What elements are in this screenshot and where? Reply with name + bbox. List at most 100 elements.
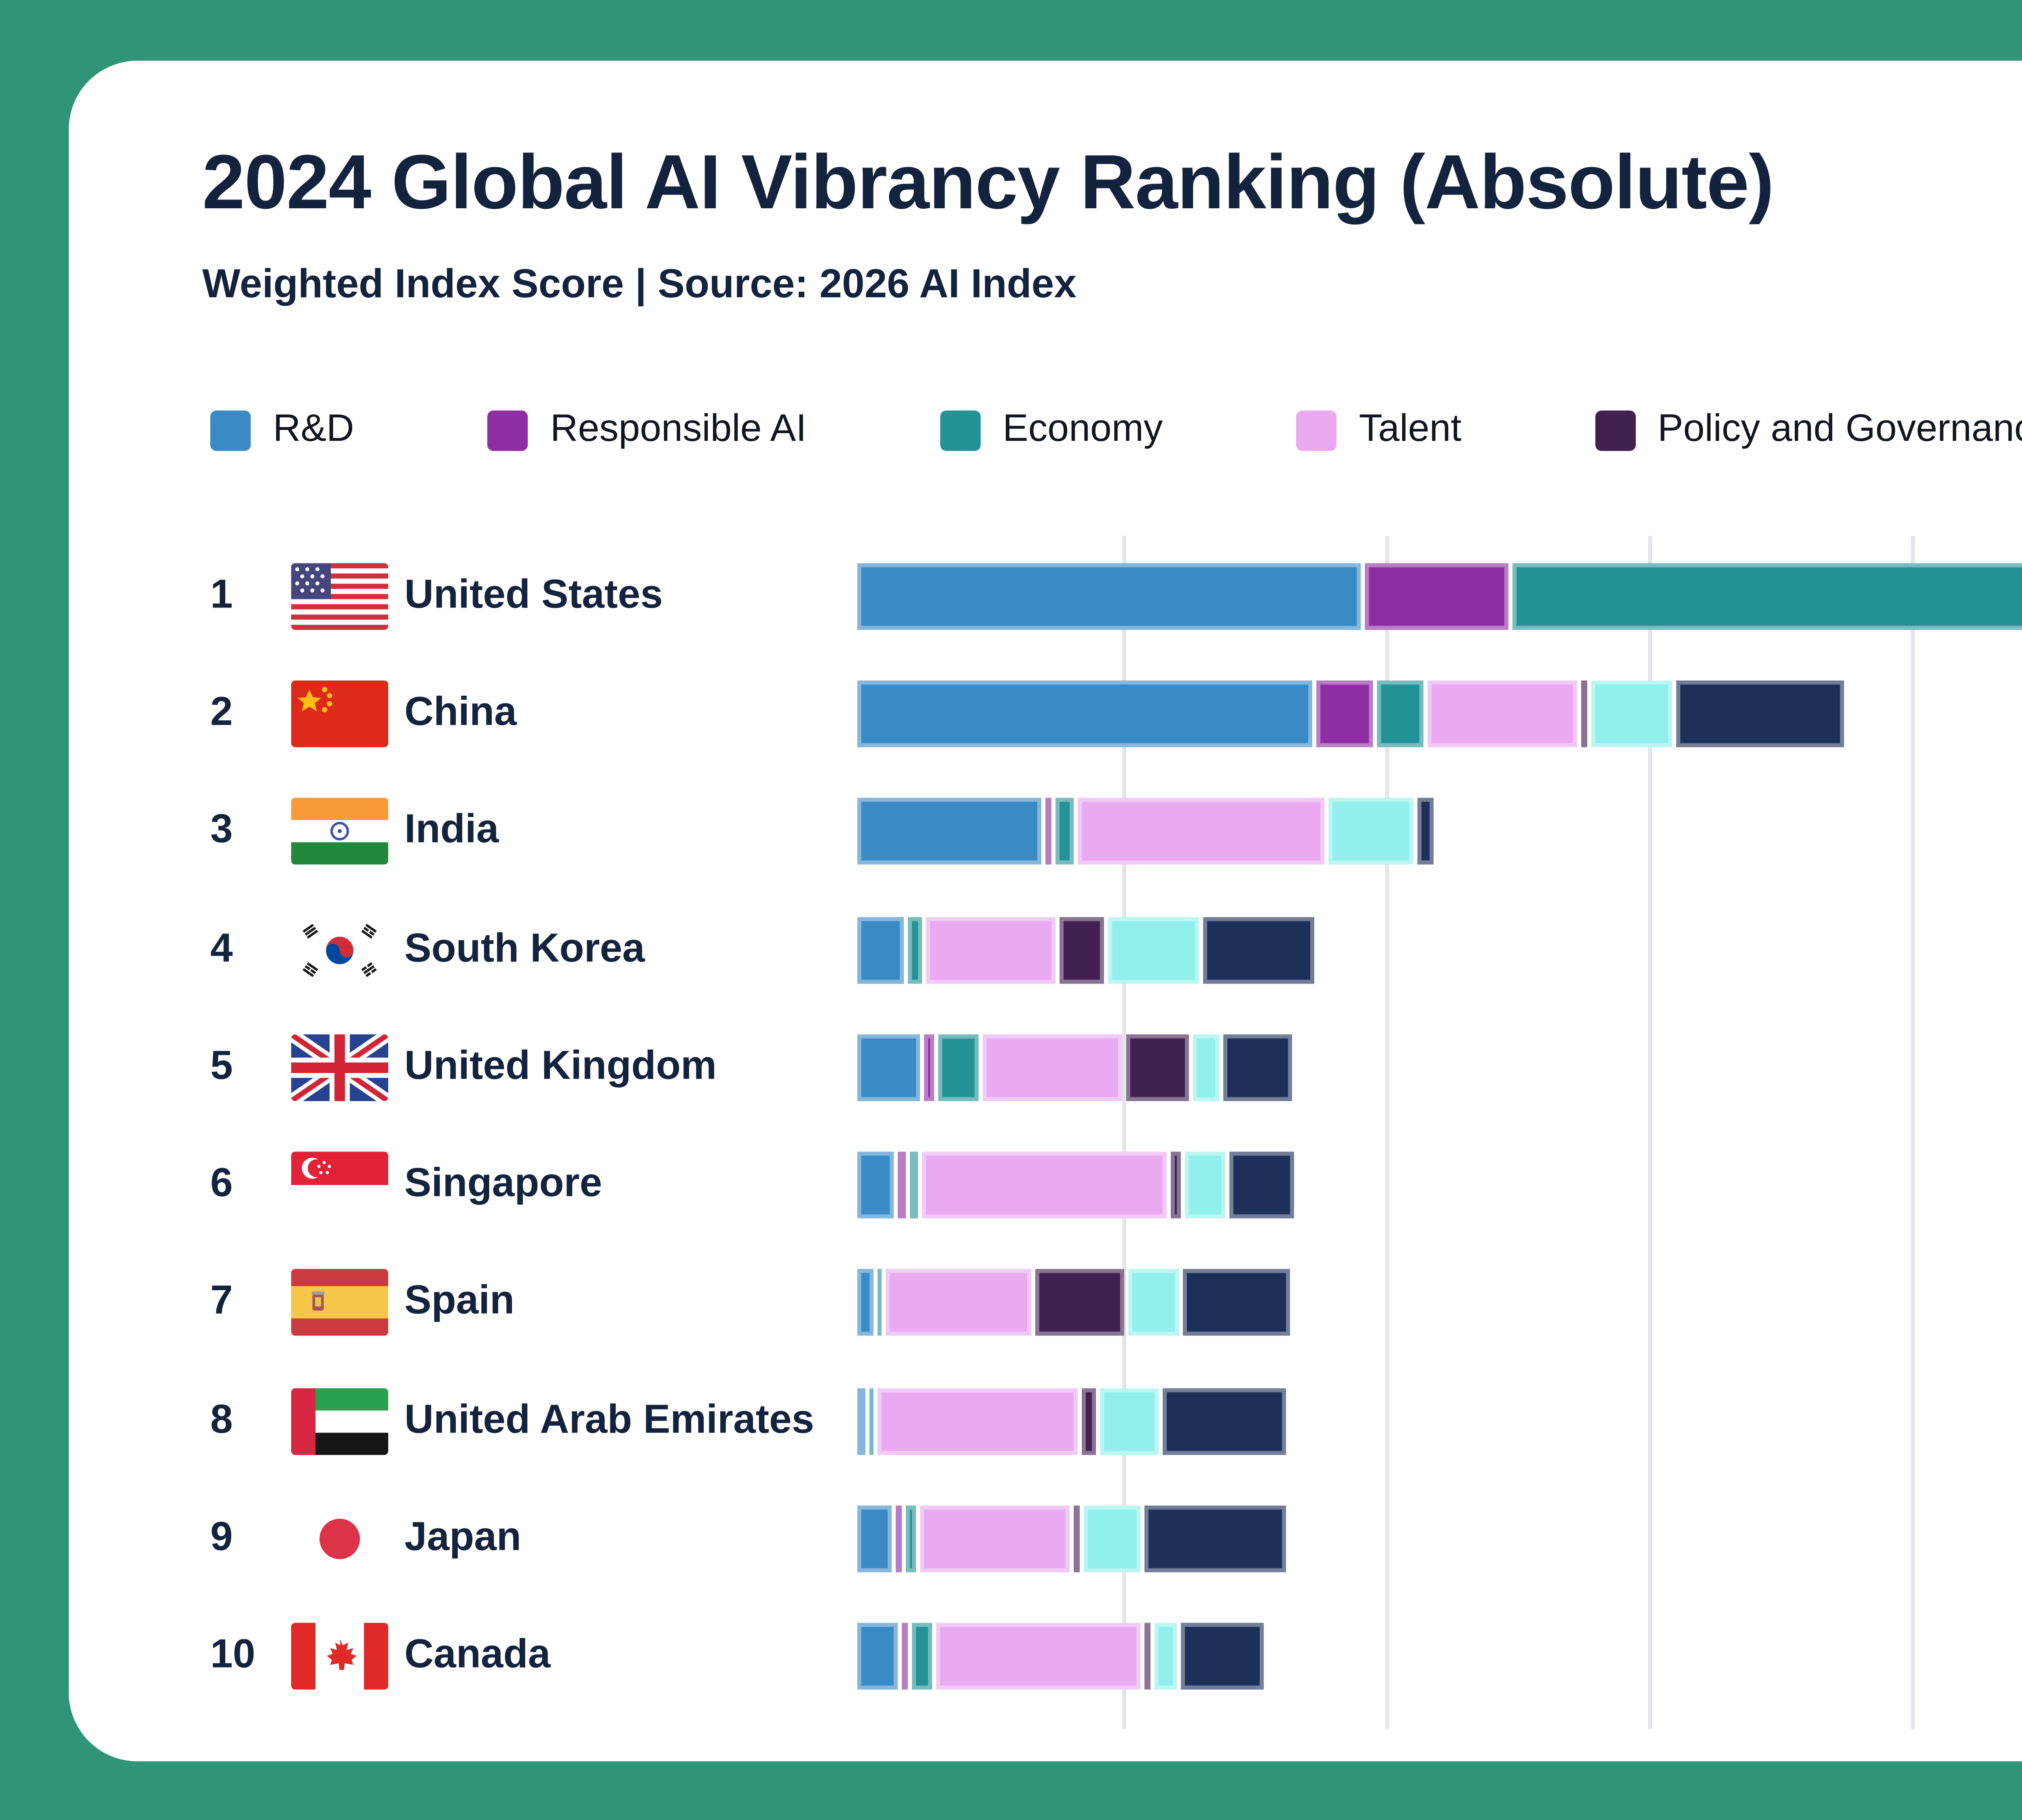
- bar-segment-econ: [877, 1270, 882, 1337]
- bar-segment-econ: [1376, 681, 1423, 748]
- stacked-bar: [857, 563, 2022, 630]
- bar-segment-pubop: [1108, 916, 1200, 983]
- bar-segment-pubop: [1083, 1505, 1141, 1572]
- legend-item-econ: Economy: [940, 408, 1163, 453]
- chart-card: 2024 Global AI Vibrancy Ranking (Absolut…: [69, 61, 2022, 1761]
- legend-item-rai: Responsible AI: [487, 408, 806, 453]
- country-name: Singapore: [404, 1162, 602, 1206]
- rank-label: 5: [210, 1044, 233, 1089]
- bar-segment-policy: [1126, 1034, 1189, 1101]
- country-row-es: 7 Spain: [69, 1244, 2022, 1362]
- bar-segment-talent: [886, 1270, 1031, 1337]
- flag-kr-icon: [291, 916, 388, 983]
- stacked-bar: [857, 1623, 1263, 1690]
- bar-segment-infra: [1676, 681, 1845, 748]
- gridline-40: [1911, 536, 1915, 1729]
- legend-swatch-icon: [1595, 411, 1635, 451]
- bar-segment-infra: [1229, 1151, 1295, 1219]
- country-row-kr: 4 South Korea: [69, 891, 2022, 1008]
- page-title: 2024 Global AI Vibrancy Ranking (Absolut…: [202, 142, 1774, 226]
- legend-swatch-icon: [210, 411, 251, 451]
- gridline-10: [1121, 536, 1125, 1729]
- legend-label: R&D: [273, 408, 354, 451]
- bar-segment-econ: [939, 1034, 979, 1101]
- stacked-bar: [857, 1270, 1291, 1337]
- rank-label: 1: [210, 573, 233, 618]
- bar-segment-talent: [982, 1034, 1122, 1101]
- legend-swatch-icon: [940, 411, 981, 451]
- bar-segment-rai: [901, 1623, 909, 1690]
- legend-swatch-icon: [1296, 411, 1337, 451]
- country-name: Japan: [404, 1515, 522, 1560]
- flag-in-icon: [291, 798, 388, 866]
- bar-segment-rd: [857, 1151, 895, 1219]
- country-row-jp: 9 Japan: [69, 1480, 2022, 1597]
- bar-segment-rd: [857, 1270, 873, 1337]
- bar-segment-rai: [898, 1151, 906, 1219]
- bar-segment-rai: [1045, 798, 1051, 866]
- rank-label: 3: [210, 808, 233, 853]
- bar-segment-rai: [895, 1505, 901, 1572]
- country-name: China: [404, 691, 517, 736]
- bar-segment-policy: [1171, 1151, 1182, 1219]
- bar-segment-econ: [1055, 798, 1074, 866]
- rank-label: 7: [210, 1280, 233, 1325]
- legend-item-rd: R&D: [210, 408, 354, 453]
- bar-segment-rd: [857, 563, 1360, 630]
- bar-segment-talent: [926, 916, 1055, 983]
- bar-segment-econ: [905, 1505, 916, 1572]
- bar-segment-policy: [1073, 1505, 1079, 1572]
- bar-segment-talent: [878, 1387, 1079, 1454]
- flag-ae-icon: [291, 1387, 388, 1454]
- bar-segment-talent: [1427, 681, 1578, 748]
- rank-label: 9: [210, 1515, 233, 1560]
- bar-segment-infra: [1224, 1034, 1292, 1101]
- bar-segment-rd: [857, 1623, 897, 1690]
- bar-segment-talent: [919, 1505, 1070, 1572]
- stacked-bar: [857, 1034, 1292, 1101]
- country-row-us: 1 United States: [69, 538, 2022, 655]
- bar-segment-policy: [1581, 681, 1587, 748]
- bar-segment-infra: [1183, 1270, 1291, 1337]
- legend: R&D Responsible AI Economy Talent Policy and…: [210, 408, 2022, 453]
- flag-jp-icon: [291, 1505, 388, 1572]
- country-row-ca: 10 Canada: [69, 1598, 2022, 1715]
- bar-segment-infra: [1144, 1505, 1287, 1572]
- legend-swatch-icon: [487, 411, 528, 451]
- legend-label: Talent: [1359, 408, 1462, 451]
- bar-segment-pubop: [1591, 681, 1673, 748]
- bar-segment-rd: [857, 1387, 865, 1454]
- rank-label: 8: [210, 1397, 233, 1442]
- bar-segment-pubop: [1193, 1034, 1220, 1101]
- legend-item-policy: Policy and Governance: [1595, 408, 2022, 453]
- country-name: South Korea: [404, 926, 645, 971]
- bar-chart: 1 United States 2 China 3 India 4 South Kor…: [69, 61, 2022, 1761]
- bar-segment-infra: [1161, 1387, 1286, 1454]
- stacked-bar: [857, 1505, 1287, 1572]
- flag-sg-icon: [291, 1151, 388, 1219]
- bar-segment-rai: [1317, 681, 1372, 748]
- flag-us-icon: [291, 563, 388, 630]
- legend-label: Policy and Governance: [1657, 408, 2022, 451]
- bar-segment-rd: [857, 681, 1313, 748]
- rank-label: 10: [210, 1633, 256, 1678]
- country-row-in: 3 India: [69, 773, 2022, 891]
- bar-segment-policy: [1035, 1270, 1125, 1337]
- flag-gb-icon: [291, 1034, 388, 1101]
- bar-segment-rai: [1364, 563, 1509, 630]
- stacked-bar: [857, 681, 1845, 748]
- country-row-cn: 2 China: [69, 656, 2022, 773]
- bar-segment-infra: [1417, 798, 1433, 866]
- bar-segment-econ: [909, 916, 922, 983]
- legend-item-talent: Talent: [1296, 408, 1462, 453]
- country-row-sg: 6 Singapore: [69, 1126, 2022, 1244]
- bar-segment-rd: [857, 1034, 921, 1101]
- bar-segment-policy: [1059, 916, 1104, 983]
- flag-es-icon: [291, 1270, 388, 1337]
- gridline-20: [1384, 536, 1389, 1729]
- bar-segment-econ: [1513, 563, 2022, 630]
- country-name: Canada: [404, 1633, 551, 1678]
- bar-segment-econ: [913, 1623, 931, 1690]
- bar-segment-pubop: [1329, 798, 1413, 866]
